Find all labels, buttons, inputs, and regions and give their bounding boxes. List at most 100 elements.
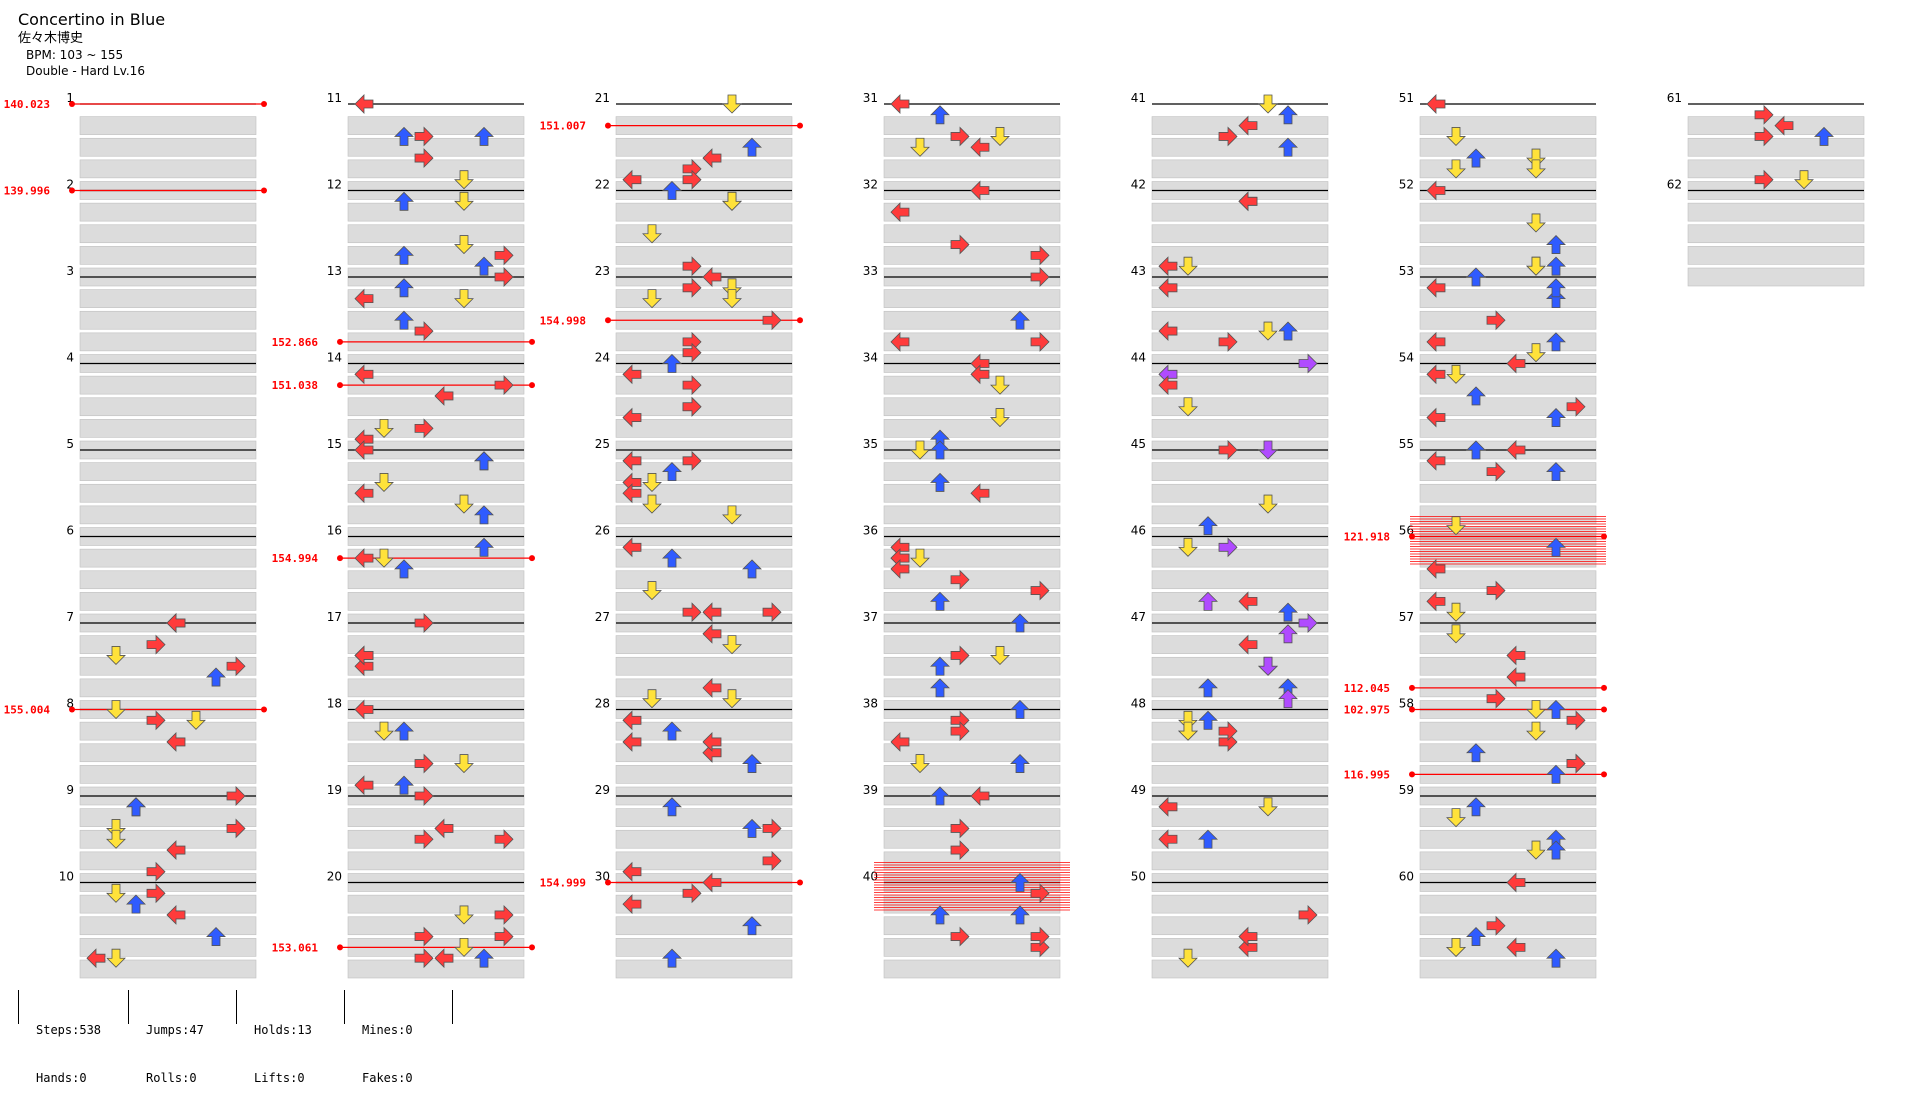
- measure-number: 50: [1131, 870, 1146, 884]
- step-arrow: [1546, 840, 1566, 860]
- step-arrow: [1158, 277, 1178, 298]
- bpm-change-label: 151.038: [272, 379, 318, 392]
- step-arrow: [1526, 213, 1546, 233]
- step-arrow: [1546, 699, 1566, 719]
- beat-stripe: [883, 462, 1061, 481]
- step-arrow: [1506, 440, 1526, 460]
- beat-stripe: [1419, 375, 1597, 395]
- step-arrow: [1030, 245, 1050, 266]
- beat-stripe: [883, 592, 1061, 611]
- beat-stripe: [347, 289, 525, 308]
- beat-stripe: [615, 159, 793, 179]
- step-arrow: [454, 191, 474, 211]
- step-arrow: [642, 224, 662, 244]
- beat-stripe: [615, 959, 793, 979]
- step-arrow: [374, 721, 394, 741]
- step-arrow: [662, 180, 682, 200]
- measure-number: 52: [1399, 178, 1414, 192]
- step-arrow: [662, 797, 682, 817]
- beat-stripe: [79, 894, 257, 914]
- step-arrow: [1218, 721, 1238, 742]
- beat-stripe: [347, 159, 525, 179]
- step-arrow: [126, 797, 146, 817]
- beat-stripe: [883, 548, 1061, 568]
- step-arrow: [1446, 364, 1466, 384]
- step-arrow: [890, 558, 910, 579]
- stat-steps: Steps:538: [36, 1023, 102, 1037]
- bpm-change-start: [69, 101, 75, 107]
- beat-stripe: [615, 765, 793, 784]
- beat-stripe: [883, 505, 1061, 525]
- measure-number: 4: [66, 351, 74, 365]
- measure-number: 12: [327, 178, 342, 192]
- step-arrow: [1238, 591, 1258, 612]
- step-chart: 1234567891011121314151617181920212223242…: [4, 91, 1865, 979]
- step-arrow: [1158, 321, 1178, 342]
- step-arrow: [166, 731, 186, 752]
- step-arrow: [1526, 148, 1546, 168]
- step-arrow: [1178, 537, 1198, 557]
- bpm-change-start: [1409, 684, 1415, 691]
- beat-stripe: [615, 721, 793, 741]
- step-arrow: [1466, 440, 1486, 460]
- step-arrow: [1546, 289, 1566, 309]
- step-arrow: [950, 569, 970, 590]
- bpm-change-start: [605, 879, 611, 886]
- beat-stripe: [79, 397, 257, 417]
- step-arrow: [374, 418, 394, 438]
- measure-number: 32: [863, 178, 878, 192]
- stats-separator: [128, 990, 129, 1024]
- step-arrow: [454, 754, 474, 774]
- step-arrow: [662, 548, 682, 568]
- bpm-change-label: 102.975: [1344, 704, 1390, 717]
- beat-stripe: [1151, 224, 1329, 244]
- step-arrow: [1546, 234, 1566, 254]
- step-arrow: [1814, 126, 1834, 146]
- step-arrow: [990, 408, 1010, 428]
- beat-stripe: [1419, 743, 1597, 763]
- beat-stripe: [1151, 462, 1329, 481]
- step-arrow: [354, 483, 374, 504]
- step-arrow: [414, 148, 434, 169]
- step-arrow: [146, 883, 166, 904]
- measure-number: 23: [595, 264, 610, 278]
- beat-stripe: [883, 310, 1061, 330]
- step-arrow: [1010, 699, 1030, 719]
- bpm-change-end: [797, 122, 803, 129]
- step-arrow: [970, 364, 990, 385]
- step-arrow: [702, 677, 722, 698]
- measure-number: 47: [1131, 610, 1146, 624]
- step-arrow: [186, 710, 206, 730]
- step-arrow: [742, 753, 762, 773]
- measure-number: 1: [66, 91, 74, 105]
- beat-stripe: [1419, 592, 1597, 611]
- step-arrow: [1546, 462, 1566, 482]
- step-arrow: [1238, 115, 1258, 136]
- beat-stripe: [79, 548, 257, 568]
- bpm-change-end: [529, 338, 535, 345]
- step-arrow: [1218, 537, 1238, 558]
- step-arrow: [1426, 277, 1446, 298]
- beat-stripe: [1687, 267, 1865, 287]
- beat-stripe: [615, 570, 793, 590]
- beat-stripe: [883, 808, 1061, 827]
- step-arrow: [1218, 126, 1238, 147]
- beat-stripe: [615, 332, 793, 352]
- measure-number: 44: [1131, 351, 1146, 365]
- step-arrow: [474, 537, 494, 557]
- measure-number: 39: [863, 783, 878, 797]
- step-arrow: [1446, 624, 1466, 644]
- beat-stripe: [1419, 656, 1597, 676]
- step-arrow: [414, 126, 434, 147]
- beat-stripe: [615, 916, 793, 936]
- beat-stripe: [79, 202, 257, 222]
- step-arrow: [1426, 180, 1446, 201]
- measure-number: 2: [66, 178, 74, 192]
- beat-stripe: [347, 137, 525, 157]
- beat-stripe: [79, 635, 257, 654]
- bpm-change-end: [1601, 771, 1607, 778]
- beat-stripe: [615, 224, 793, 244]
- step-arrow: [1158, 256, 1178, 277]
- bpm-change-end: [797, 879, 803, 886]
- beat-stripe: [347, 959, 525, 979]
